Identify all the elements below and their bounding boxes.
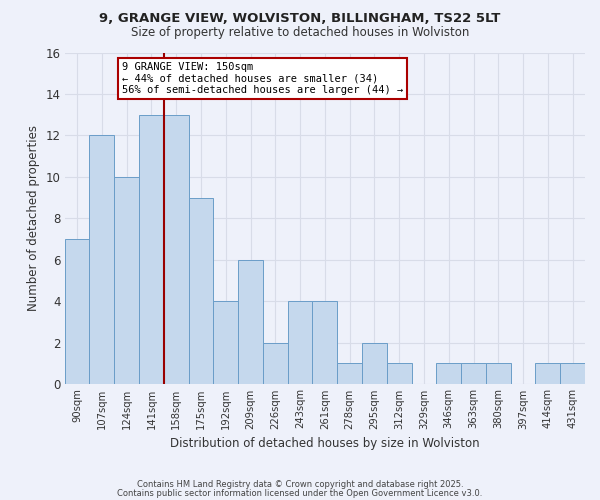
Text: Contains public sector information licensed under the Open Government Licence v3: Contains public sector information licen… <box>118 488 482 498</box>
Bar <box>486 364 511 384</box>
Bar <box>114 177 139 384</box>
Bar <box>188 198 214 384</box>
Bar <box>89 136 114 384</box>
Bar <box>535 364 560 384</box>
Text: 9, GRANGE VIEW, WOLVISTON, BILLINGHAM, TS22 5LT: 9, GRANGE VIEW, WOLVISTON, BILLINGHAM, T… <box>100 12 500 26</box>
Bar <box>560 364 585 384</box>
Bar <box>238 260 263 384</box>
Bar <box>263 342 287 384</box>
Bar <box>287 301 313 384</box>
Bar <box>436 364 461 384</box>
Bar <box>65 239 89 384</box>
Bar <box>337 364 362 384</box>
Bar <box>362 342 387 384</box>
Text: Size of property relative to detached houses in Wolviston: Size of property relative to detached ho… <box>131 26 469 39</box>
Text: Contains HM Land Registry data © Crown copyright and database right 2025.: Contains HM Land Registry data © Crown c… <box>137 480 463 489</box>
Bar <box>139 114 164 384</box>
Bar <box>214 301 238 384</box>
Bar <box>461 364 486 384</box>
Bar <box>313 301 337 384</box>
Text: 9 GRANGE VIEW: 150sqm
← 44% of detached houses are smaller (34)
56% of semi-deta: 9 GRANGE VIEW: 150sqm ← 44% of detached … <box>122 62 403 95</box>
X-axis label: Distribution of detached houses by size in Wolviston: Distribution of detached houses by size … <box>170 437 479 450</box>
Bar <box>387 364 412 384</box>
Y-axis label: Number of detached properties: Number of detached properties <box>27 126 40 312</box>
Bar <box>164 114 188 384</box>
